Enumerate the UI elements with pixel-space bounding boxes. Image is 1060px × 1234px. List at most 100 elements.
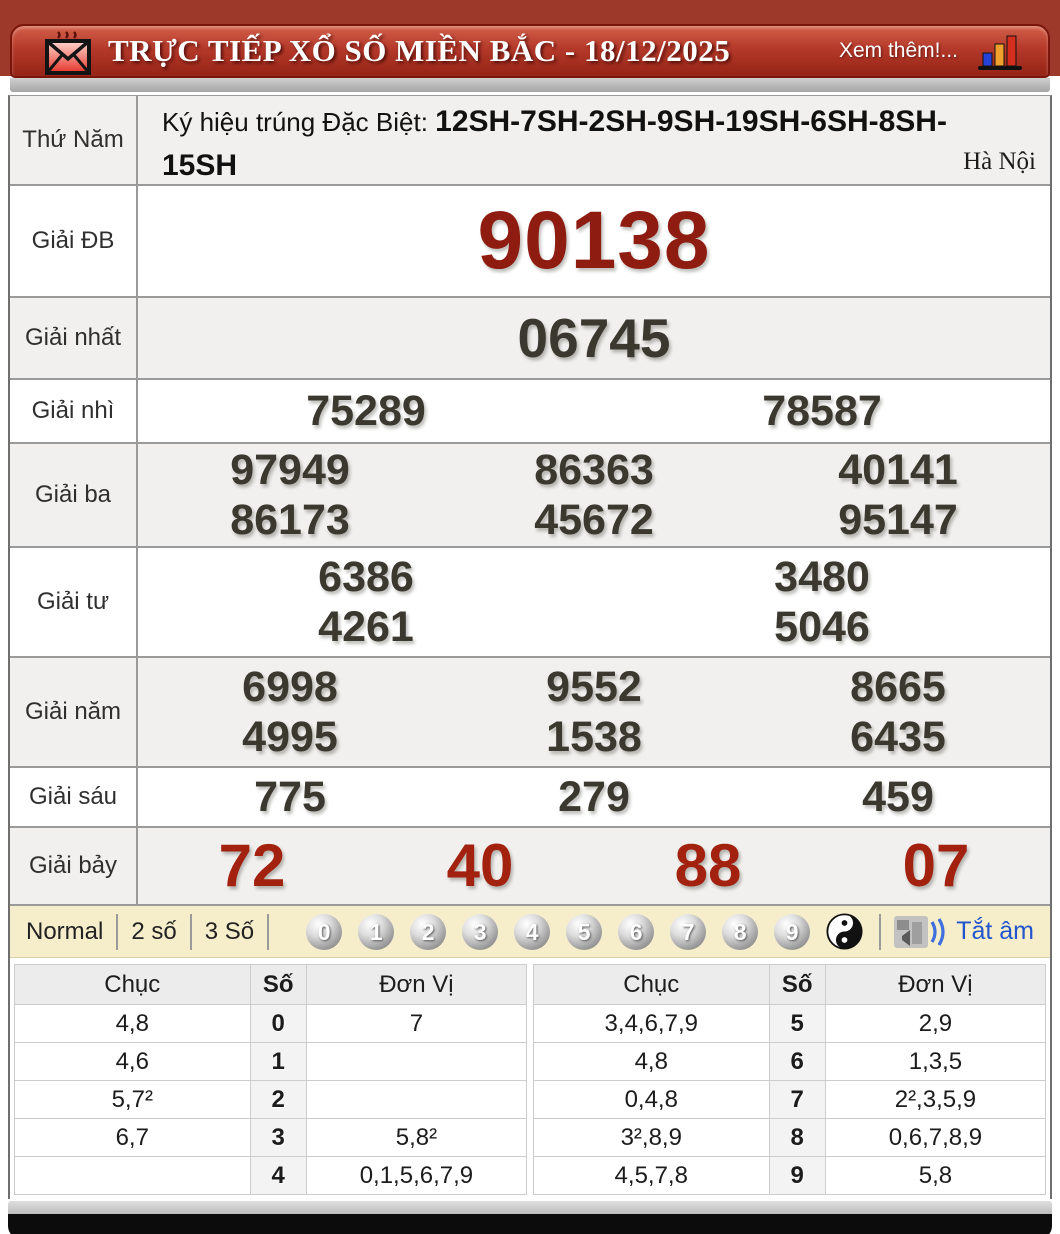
summary-cell: 5,7² bbox=[14, 1080, 251, 1119]
province-label: Hà Nội bbox=[963, 148, 1036, 175]
digit-ball-0[interactable]: 0 bbox=[306, 913, 343, 950]
prize-label: Giải ĐB bbox=[10, 186, 138, 296]
summary-header-cell: Đơn Vị bbox=[824, 964, 1047, 1005]
summary-cell: 4 bbox=[249, 1156, 307, 1195]
prize-numbers: 72 40 88 07 bbox=[138, 828, 1050, 904]
footer-strip bbox=[8, 1201, 1052, 1214]
prize-number: 86363 bbox=[534, 445, 654, 494]
prize-row-giai-sau: Giải sáu 775 279 459 bbox=[10, 768, 1050, 828]
speaker-icon[interactable] bbox=[894, 914, 946, 950]
prize-numbers: 775 279 459 bbox=[138, 768, 1050, 826]
summary-cell bbox=[14, 1156, 251, 1195]
prize-number: 3480 bbox=[774, 552, 870, 601]
prize-number-line: 90138 bbox=[138, 200, 1050, 282]
summary-cell: 4,6 bbox=[14, 1042, 251, 1081]
mode-normal[interactable]: Normal bbox=[26, 917, 104, 945]
prize-number-line: 6386 3480 bbox=[138, 552, 1050, 602]
summary-table-left: Chục Số Đơn Vị 4,8 0 7 4,6 1 5,7² 2 6,7 3 5,8² 4 0,1,5… bbox=[14, 964, 528, 1195]
prize-numbers: 90138 bbox=[138, 186, 1050, 296]
yin-yang-icon[interactable] bbox=[826, 913, 863, 950]
mode-2so[interactable]: 2 số bbox=[131, 917, 177, 945]
bar-chart-icon[interactable] bbox=[974, 29, 1026, 73]
summary-row: 6,7 3 5,8² bbox=[14, 1118, 528, 1157]
prize-numbers: 06745 bbox=[138, 298, 1050, 378]
prize-number: 75289 bbox=[306, 386, 426, 435]
prize-number-line: 06745 bbox=[138, 306, 1050, 369]
divider bbox=[189, 913, 192, 950]
prize-label: Giải nhì bbox=[10, 380, 138, 442]
envelope-icon bbox=[44, 27, 94, 79]
prize-row-giai-db: Giải ĐB 90138 bbox=[10, 186, 1050, 298]
prize-label: Giải nhất bbox=[10, 298, 138, 378]
prize-number: 4995 bbox=[242, 712, 338, 761]
summary-header-row: Chục Số Đơn Vị bbox=[533, 964, 1047, 1005]
summary-cell: 2,9 bbox=[824, 1004, 1047, 1043]
prize-number: 06745 bbox=[517, 306, 671, 369]
divider bbox=[116, 913, 119, 950]
prize-row-giai-nhat: Giải nhất 06745 bbox=[10, 298, 1050, 380]
summary-cell: 6 bbox=[768, 1042, 826, 1081]
page-title: TRỰC TIẾP XỔ SỐ MIỀN BẮC - 18/12/2025 bbox=[108, 33, 731, 68]
prize-number: 45672 bbox=[534, 495, 654, 544]
header-bar: TRỰC TIẾP XỔ SỐ MIỀN BẮC - 18/12/2025 Xe… bbox=[10, 24, 1050, 78]
summary-cell: 1,3,5 bbox=[824, 1042, 1047, 1081]
summary-header-cell: Số bbox=[249, 964, 307, 1005]
mute-button[interactable]: Tắt âm bbox=[956, 917, 1034, 945]
summary-cell: 0,4,8 bbox=[533, 1080, 770, 1119]
see-more-link[interactable]: Xem thêm!... bbox=[838, 39, 958, 62]
summary-cell: 0 bbox=[249, 1004, 307, 1043]
prize-row-giai-ba: Giải ba 97949 86363 40141 86173 45672 95147 bbox=[10, 444, 1050, 548]
prize-number-line: 97949 86363 40141 bbox=[138, 445, 1050, 495]
digit-ball-7[interactable]: 7 bbox=[670, 913, 707, 950]
digit-ball-8[interactable]: 8 bbox=[722, 913, 759, 950]
mode-3so[interactable]: 3 Số bbox=[204, 917, 255, 945]
summary-cell: 4,8 bbox=[533, 1042, 770, 1081]
prize-numbers: 75289 78587 bbox=[138, 380, 1050, 442]
summary-cell: 1 bbox=[249, 1042, 307, 1081]
prize-number-line: 86173 45672 95147 bbox=[138, 495, 1050, 545]
prize-number: 72 bbox=[218, 832, 286, 899]
digit-ball-9[interactable]: 9 bbox=[774, 913, 811, 950]
digit-ball-6[interactable]: 6 bbox=[618, 913, 655, 950]
summary-cell: 4,8 bbox=[14, 1004, 251, 1043]
summary-cell: 8 bbox=[768, 1118, 826, 1157]
prize-label: Giải ba bbox=[10, 444, 138, 546]
summary-cell: 2 bbox=[249, 1080, 307, 1119]
divider bbox=[879, 913, 882, 950]
digit-ball-2[interactable]: 2 bbox=[410, 913, 447, 950]
summary-header-cell: Đơn Vị bbox=[305, 964, 528, 1005]
summary-cell: 5 bbox=[768, 1004, 826, 1043]
summary-cell: 0,6,7,8,9 bbox=[824, 1118, 1047, 1157]
summary-table-right: Chục Số Đơn Vị 3,4,6,7,9 5 2,9 4,8 6 1,3,5 0,4,8 7… bbox=[533, 964, 1047, 1195]
prize-row-giai-bay: Giải bảy 72 40 88 07 bbox=[10, 828, 1050, 906]
symbol-cell: Ký hiệu trúng Đặc Biệt: 12SH-7SH-2SH-9SH… bbox=[138, 96, 1050, 184]
prize-number: 88 bbox=[674, 832, 742, 899]
summary-cell: 7 bbox=[768, 1080, 826, 1119]
prize-row-giai-tu: Giải tư 6386 3480 4261 5046 bbox=[10, 548, 1050, 658]
symbol-label: Ký hiệu trúng Đặc Biệt: bbox=[162, 107, 436, 137]
summary-row: 5,7² 2 bbox=[14, 1080, 528, 1119]
prize-rows-container: Thứ Năm Ký hiệu trúng Đặc Biệt: 12SH-7SH… bbox=[10, 96, 1050, 906]
digit-ball-4[interactable]: 4 bbox=[514, 913, 551, 950]
prize-label: Giải bảy bbox=[10, 828, 138, 904]
summary-row: 0,4,8 7 2²,3,5,9 bbox=[533, 1080, 1047, 1119]
digit-ball-5[interactable]: 5 bbox=[566, 913, 603, 950]
digit-ball-3[interactable]: 3 bbox=[462, 913, 499, 950]
prize-number-line: 75289 78587 bbox=[138, 386, 1050, 435]
prize-number: 9552 bbox=[546, 662, 642, 711]
prize-numbers: 6998 9552 8665 4995 1538 6435 bbox=[138, 658, 1050, 766]
summary-header-row: Chục Số Đơn Vị bbox=[14, 964, 528, 1005]
prize-number: 86173 bbox=[230, 495, 350, 544]
summary-cell: 2²,3,5,9 bbox=[824, 1080, 1047, 1119]
summary-header-cell: Chục bbox=[533, 964, 770, 1005]
sound-controls: Tắt âm bbox=[866, 913, 1034, 950]
prize-number-line: 72 40 88 07 bbox=[138, 836, 1050, 896]
prize-number-line: 4995 1538 6435 bbox=[138, 712, 1050, 762]
prize-row-giai-nhi: Giải nhì 75289 78587 bbox=[10, 380, 1050, 444]
prize-number: 07 bbox=[902, 832, 970, 899]
prize-label: Giải sáu bbox=[10, 768, 138, 826]
summary-cell: 4,5,7,8 bbox=[533, 1156, 770, 1195]
prize-number: 4261 bbox=[318, 602, 414, 651]
prize-number: 97949 bbox=[230, 445, 350, 494]
digit-ball-1[interactable]: 1 bbox=[358, 913, 395, 950]
